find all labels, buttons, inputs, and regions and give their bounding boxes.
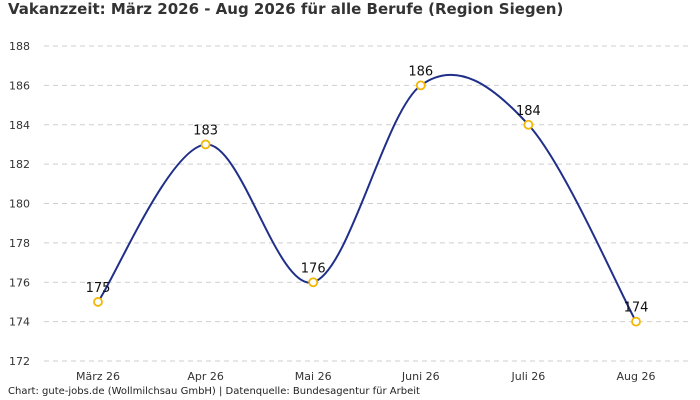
data-label-3: 186 [408,64,433,79]
y-tick-label-182: 182 [9,158,30,171]
series-line-layer [97,73,637,323]
y-tick-label-176: 176 [9,276,30,289]
x-tick-label-4: Juli 26 [510,370,545,383]
data-label-5: 174 [624,301,649,316]
y-tick-label-184: 184 [9,119,30,132]
chart-source-note: Chart: gute-jobs.de (Wollmilchsau GmbH) … [8,386,420,397]
data-label-2: 176 [301,261,326,276]
y-tick-label-188: 188 [9,40,30,53]
x-tick-label-5: Aug 26 [617,370,656,383]
x-tick-label-3: Juni 26 [401,370,440,383]
y-tick-label-186: 186 [9,79,30,92]
data-point-4 [523,119,534,130]
y-tick-label-174: 174 [9,316,30,329]
data-point-1 [200,139,211,150]
y-tick-label-178: 178 [9,237,30,250]
x-tick-label-0: März 26 [76,370,120,383]
x-axis: März 26 Apr 26 Mai 26 Juni 26 Juli 26 Aug 26 [76,370,656,383]
grid-layer [44,45,690,362]
data-point-0 [93,297,103,307]
y-tick-label-180: 180 [9,198,30,211]
data-point-3 [415,80,426,91]
data-point-5 [631,316,641,327]
x-tick-label-2: Mai 26 [295,370,332,383]
chart-title: Vakanzzeit: März 2026 - Aug 2026 für all… [8,0,564,18]
y-axis: 172 174 176 178 180 182 184 186 188 [9,40,30,368]
data-labels-layer: 175 183 176 186 184 174 [86,64,649,315]
y-tick-label-172: 172 [9,355,30,368]
data-label-4: 184 [516,104,541,119]
x-tick-label-1: Apr 26 [187,370,224,383]
data-label-0: 175 [86,281,111,296]
data-label-1: 183 [193,123,218,138]
series-line [97,73,637,323]
data-points-layer [93,80,641,327]
data-point-2 [308,277,319,288]
